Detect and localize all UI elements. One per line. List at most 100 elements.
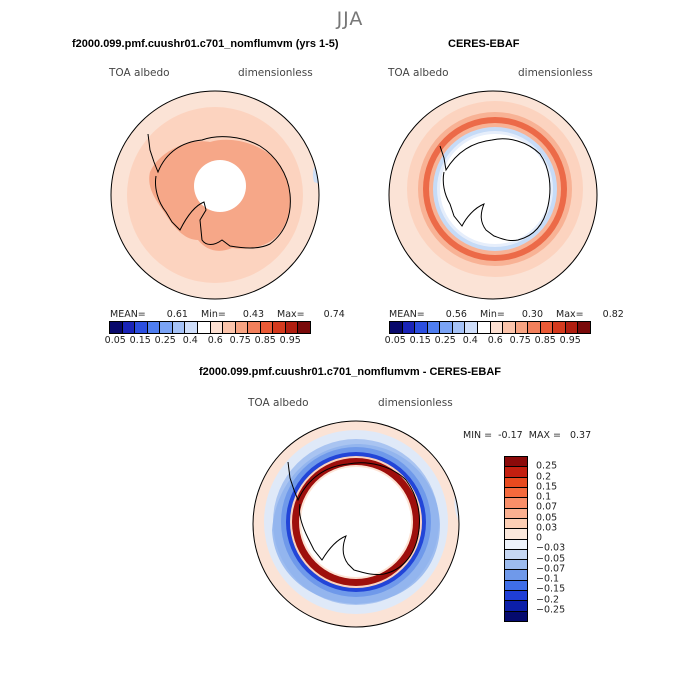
colorbar-swatch	[505, 549, 527, 561]
panel2-min-value: 0.30	[521, 309, 543, 320]
panel1-min-label: Min=	[200, 309, 226, 320]
panel2-stats: MEAN= 0.56 Min= 0.30 Max= 0.82	[389, 309, 624, 320]
colorbar-tick-label: 0.4	[182, 335, 198, 346]
colorbar-swatch	[505, 518, 527, 530]
colorbar-swatch	[440, 322, 453, 333]
panel1-mean-label: MEAN=	[110, 309, 146, 320]
colorbar-swatch	[553, 322, 566, 333]
colorbar-swatch	[122, 322, 136, 333]
colorbar-swatch	[223, 322, 236, 333]
panel2-units-label: dimensionless	[518, 67, 593, 79]
colorbar-swatch	[427, 322, 441, 333]
panel2-colorbar-labels: 0.05 0.15 0.25 0.4 0.6 0.75 0.85 0.95	[385, 335, 589, 347]
panel1-colorbar-labels: 0.05 0.15 0.25 0.4 0.6 0.75 0.85 0.95	[105, 335, 309, 347]
panel1-max-value: 0.74	[323, 309, 345, 320]
colorbar-swatch	[578, 322, 590, 333]
panel2-variable-label: TOA albedo	[388, 67, 449, 79]
panel1-max-label: Max=	[277, 309, 305, 320]
colorbar-swatch	[452, 322, 466, 333]
diff-colorbar-labels: 0.25 0.2 0.15 0.1 0.07 0.05 0.03 0 −0.03 −0.05 −0.…	[536, 456, 586, 620]
colorbar-tick-label: 0.05	[536, 512, 558, 523]
colorbar-swatch	[505, 508, 527, 519]
colorbar-tick-label: 0.2	[536, 471, 552, 482]
panel1-variable-label: TOA albedo	[109, 67, 170, 79]
panel1-min-value: 0.43	[242, 309, 264, 320]
colorbar-tick-label: 0	[536, 532, 543, 544]
diff-title: f2000.099.pmf.cuushr01.c701_nomflumvm - …	[199, 366, 501, 378]
colorbar-swatch	[185, 322, 198, 333]
colorbar-tick-label: 0.25	[154, 335, 176, 346]
colorbar-swatch	[147, 322, 161, 333]
colorbar-swatch	[273, 322, 286, 333]
colorbar-tick-label: −0.03	[536, 542, 566, 554]
colorbar-tick-label: 0.05	[384, 335, 406, 346]
colorbar-swatch	[505, 477, 527, 488]
colorbar-tick-label: 0.25	[536, 460, 558, 472]
colorbar-swatch	[505, 529, 527, 540]
colorbar-swatch	[565, 322, 579, 333]
colorbar-swatch	[505, 591, 527, 602]
colorbar-swatch	[490, 322, 504, 333]
colorbar-swatch	[505, 611, 527, 621]
colorbar-swatch	[505, 498, 527, 509]
diff-min-max: MIN = -0.17 MAX = 0.37	[463, 430, 592, 441]
colorbar-swatch	[505, 560, 527, 571]
panel1-units-label: dimensionless	[238, 67, 313, 79]
colorbar-swatch	[505, 570, 527, 581]
panel1-title: f2000.099.pmf.cuushr01.c701_nomflumvm (y…	[72, 38, 339, 50]
panel2-title: CERES-EBAF	[448, 38, 520, 50]
colorbar-tick-label: 0.1	[536, 491, 552, 503]
colorbar-swatch	[390, 322, 403, 333]
colorbar-swatch	[505, 580, 527, 592]
panel2-colorbar	[389, 321, 591, 334]
colorbar-tick-label: −0.05	[536, 553, 566, 564]
panel1-stats: MEAN= 0.61 Min= 0.43 Max= 0.74	[110, 309, 345, 320]
colorbar-swatch	[197, 322, 211, 333]
colorbar-swatch	[503, 322, 516, 333]
diff-variable-label: TOA albedo	[248, 397, 309, 409]
colorbar-swatch	[540, 322, 554, 333]
colorbar-swatch	[298, 322, 310, 333]
panel2-mean-value: 0.56	[445, 309, 467, 320]
colorbar-swatch	[477, 322, 491, 333]
colorbar-swatch	[415, 322, 428, 333]
colorbar-tick-label: 0.95	[559, 335, 581, 346]
colorbar-swatch	[235, 322, 249, 333]
colorbar-tick-label: 0.75	[509, 335, 531, 346]
colorbar-tick-label: 0.15	[536, 481, 558, 493]
colorbar-swatch	[110, 322, 123, 333]
colorbar-tick-label: 0.25	[434, 335, 456, 346]
diff-polar-map	[252, 420, 460, 628]
colorbar-tick-label: 0.6	[207, 335, 223, 346]
colorbar-swatch	[135, 322, 148, 333]
colorbar-swatch	[505, 487, 527, 499]
panel2-max-label: Max=	[556, 309, 584, 320]
colorbar-tick-label: 0.03	[536, 522, 558, 534]
colorbar-tick-label: −0.15	[536, 583, 566, 595]
colorbar-tick-label: −0.07	[536, 563, 566, 575]
colorbar-swatch	[210, 322, 224, 333]
colorbar-swatch	[285, 322, 299, 333]
panel1-polar-map	[110, 90, 320, 300]
colorbar-swatch	[260, 322, 274, 333]
colorbar-swatch	[505, 601, 527, 612]
colorbar-swatch	[465, 322, 478, 333]
diff-colorbar	[504, 456, 528, 622]
diff-units-label: dimensionless	[378, 397, 453, 409]
colorbar-tick-label: 0.15	[129, 335, 151, 346]
colorbar-swatch	[528, 322, 541, 333]
colorbar-swatch	[402, 322, 416, 333]
colorbar-tick-label: 0.85	[254, 335, 276, 346]
colorbar-tick-label: 0.95	[279, 335, 301, 346]
panel1-mean-value: 0.61	[166, 309, 188, 320]
season-title: JJA	[336, 8, 364, 30]
colorbar-swatch	[505, 467, 527, 478]
colorbar-tick-label: −0.1	[536, 573, 560, 585]
colorbar-tick-label: 0.85	[534, 335, 556, 346]
colorbar-tick-label: 0.07	[536, 501, 558, 513]
colorbar-swatch	[172, 322, 186, 333]
colorbar-swatch	[505, 457, 527, 468]
panel1-colorbar	[109, 321, 311, 334]
panel2-polar-map	[388, 90, 598, 300]
colorbar-tick-label: −0.2	[536, 594, 560, 605]
